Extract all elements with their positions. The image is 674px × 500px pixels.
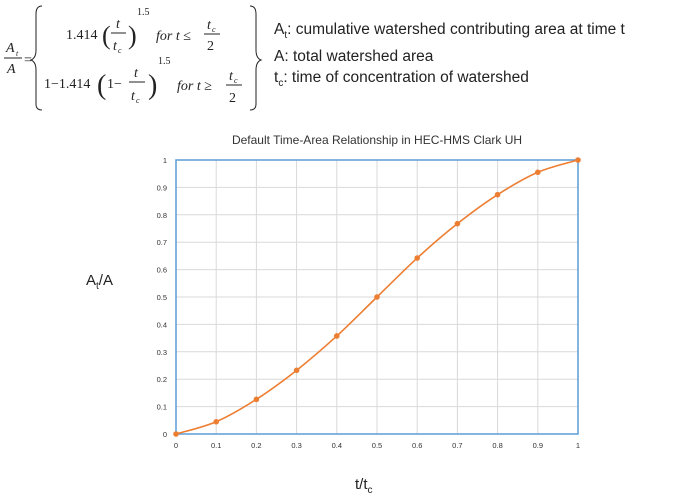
- case2-frac-den: t: [131, 89, 136, 104]
- y-tick-label: 0.8: [157, 211, 167, 220]
- data-point: [253, 396, 260, 403]
- def-symbol: t: [274, 69, 279, 87]
- y-tick-label: 0.9: [157, 183, 167, 192]
- def-text: : cumulative watershed contributing area…: [287, 21, 625, 38]
- case1-coef: 1.414: [66, 28, 98, 43]
- case1-frac-den-sub: c: [118, 46, 122, 55]
- y-tick-label: 0.1: [157, 403, 167, 412]
- plot-frame: [175, 159, 579, 435]
- case1-frac-num: t: [116, 17, 121, 32]
- definitions: At: cumulative watershed contributing ar…: [274, 19, 625, 94]
- ylabel-sub: t: [96, 281, 99, 292]
- definition-at: At: cumulative watershed contributing ar…: [274, 19, 625, 46]
- y-axis-label: At/A: [86, 272, 113, 292]
- data-point: [454, 220, 461, 227]
- case1-cond-den: 2: [207, 39, 214, 54]
- case1-frac-den: t: [113, 39, 118, 54]
- x-tick-label: 0.2: [251, 441, 261, 450]
- definition-a: A: total watershed area: [274, 46, 625, 67]
- x-tick-label: 0.3: [291, 441, 301, 450]
- y-tick-label: 0.4: [157, 320, 167, 329]
- data-point: [575, 157, 581, 163]
- case1-cond: for t ≤: [156, 29, 191, 44]
- case2-inner: 1−: [107, 77, 122, 92]
- y-tick-label: 1: [163, 156, 167, 165]
- data-point: [374, 294, 380, 300]
- data-point: [494, 191, 501, 198]
- data-point: [173, 431, 179, 437]
- eq-lhs-num: A: [5, 41, 15, 56]
- data-point: [535, 169, 541, 176]
- svg-text:(: (: [97, 70, 106, 101]
- svg-text:): ): [148, 70, 157, 101]
- xlabel-sub: c: [367, 485, 373, 496]
- y-tick-label: 0.3: [157, 348, 167, 357]
- definition-tc: tc: time of concentration of watershed: [274, 67, 625, 94]
- data-point: [334, 333, 340, 339]
- chart-title: Default Time-Area Relationship in HEC-HM…: [232, 133, 522, 147]
- eq-lhs-num-sub: t: [16, 49, 19, 58]
- eq-lhs-den: A: [6, 62, 16, 77]
- data-point: [293, 367, 300, 374]
- case2-cond-den: 2: [229, 91, 236, 106]
- data-point: [414, 255, 421, 261]
- x-tick-label: 0.7: [452, 441, 462, 450]
- case2-cond-num: t: [229, 69, 234, 84]
- case2-cond-num-sub: c: [234, 76, 238, 85]
- x-tick-label: 0.6: [412, 441, 422, 450]
- def-symbol: A: [274, 21, 285, 38]
- y-tick-label: 0.6: [157, 266, 167, 275]
- case1-cond-num-sub: c: [212, 25, 216, 34]
- x-axis-label: t/tc: [355, 476, 373, 496]
- case1-cond-num: t: [207, 18, 212, 33]
- eq-equals: =: [24, 53, 32, 68]
- x-tick-label: 0: [174, 441, 178, 450]
- x-tick-label: 0.5: [372, 441, 382, 450]
- xlabel-main: t/t: [355, 476, 368, 493]
- x-tick-label: 0.9: [533, 441, 543, 450]
- x-tick-label: 0.4: [332, 441, 342, 450]
- def-text: : time of concentration of watershed: [283, 69, 529, 87]
- ylabel-main: A: [86, 272, 97, 289]
- y-tick-label: 0.2: [157, 375, 167, 384]
- y-tick-label: 0: [163, 430, 167, 439]
- ylabel-tail: /A: [98, 272, 113, 289]
- svg-text:): ): [128, 21, 137, 50]
- equation: A t A = 1.414 ( t t c ) 1.5 for t ≤ t c …: [4, 5, 263, 111]
- y-tick-label: 0.7: [157, 238, 167, 247]
- case2-coef: 1−1.414: [44, 77, 90, 92]
- case1-exp: 1.5: [137, 7, 150, 18]
- case2-exp: 1.5: [158, 56, 171, 67]
- def-sub: c: [278, 78, 284, 90]
- data-point: [213, 418, 219, 425]
- case2-frac-den-sub: c: [136, 96, 140, 105]
- x-tick-label: 1: [576, 441, 580, 450]
- x-tick-label: 0.1: [211, 441, 221, 450]
- def-symbol: A: [274, 48, 285, 66]
- svg-text:(: (: [102, 21, 111, 50]
- def-text: : total watershed area: [284, 48, 434, 66]
- y-tick-label: 0.5: [157, 293, 167, 302]
- def-sub: t: [284, 30, 288, 42]
- x-tick-label: 0.8: [492, 441, 502, 450]
- case2-cond: for t ≥: [177, 79, 212, 94]
- case2-frac-num: t: [134, 66, 139, 81]
